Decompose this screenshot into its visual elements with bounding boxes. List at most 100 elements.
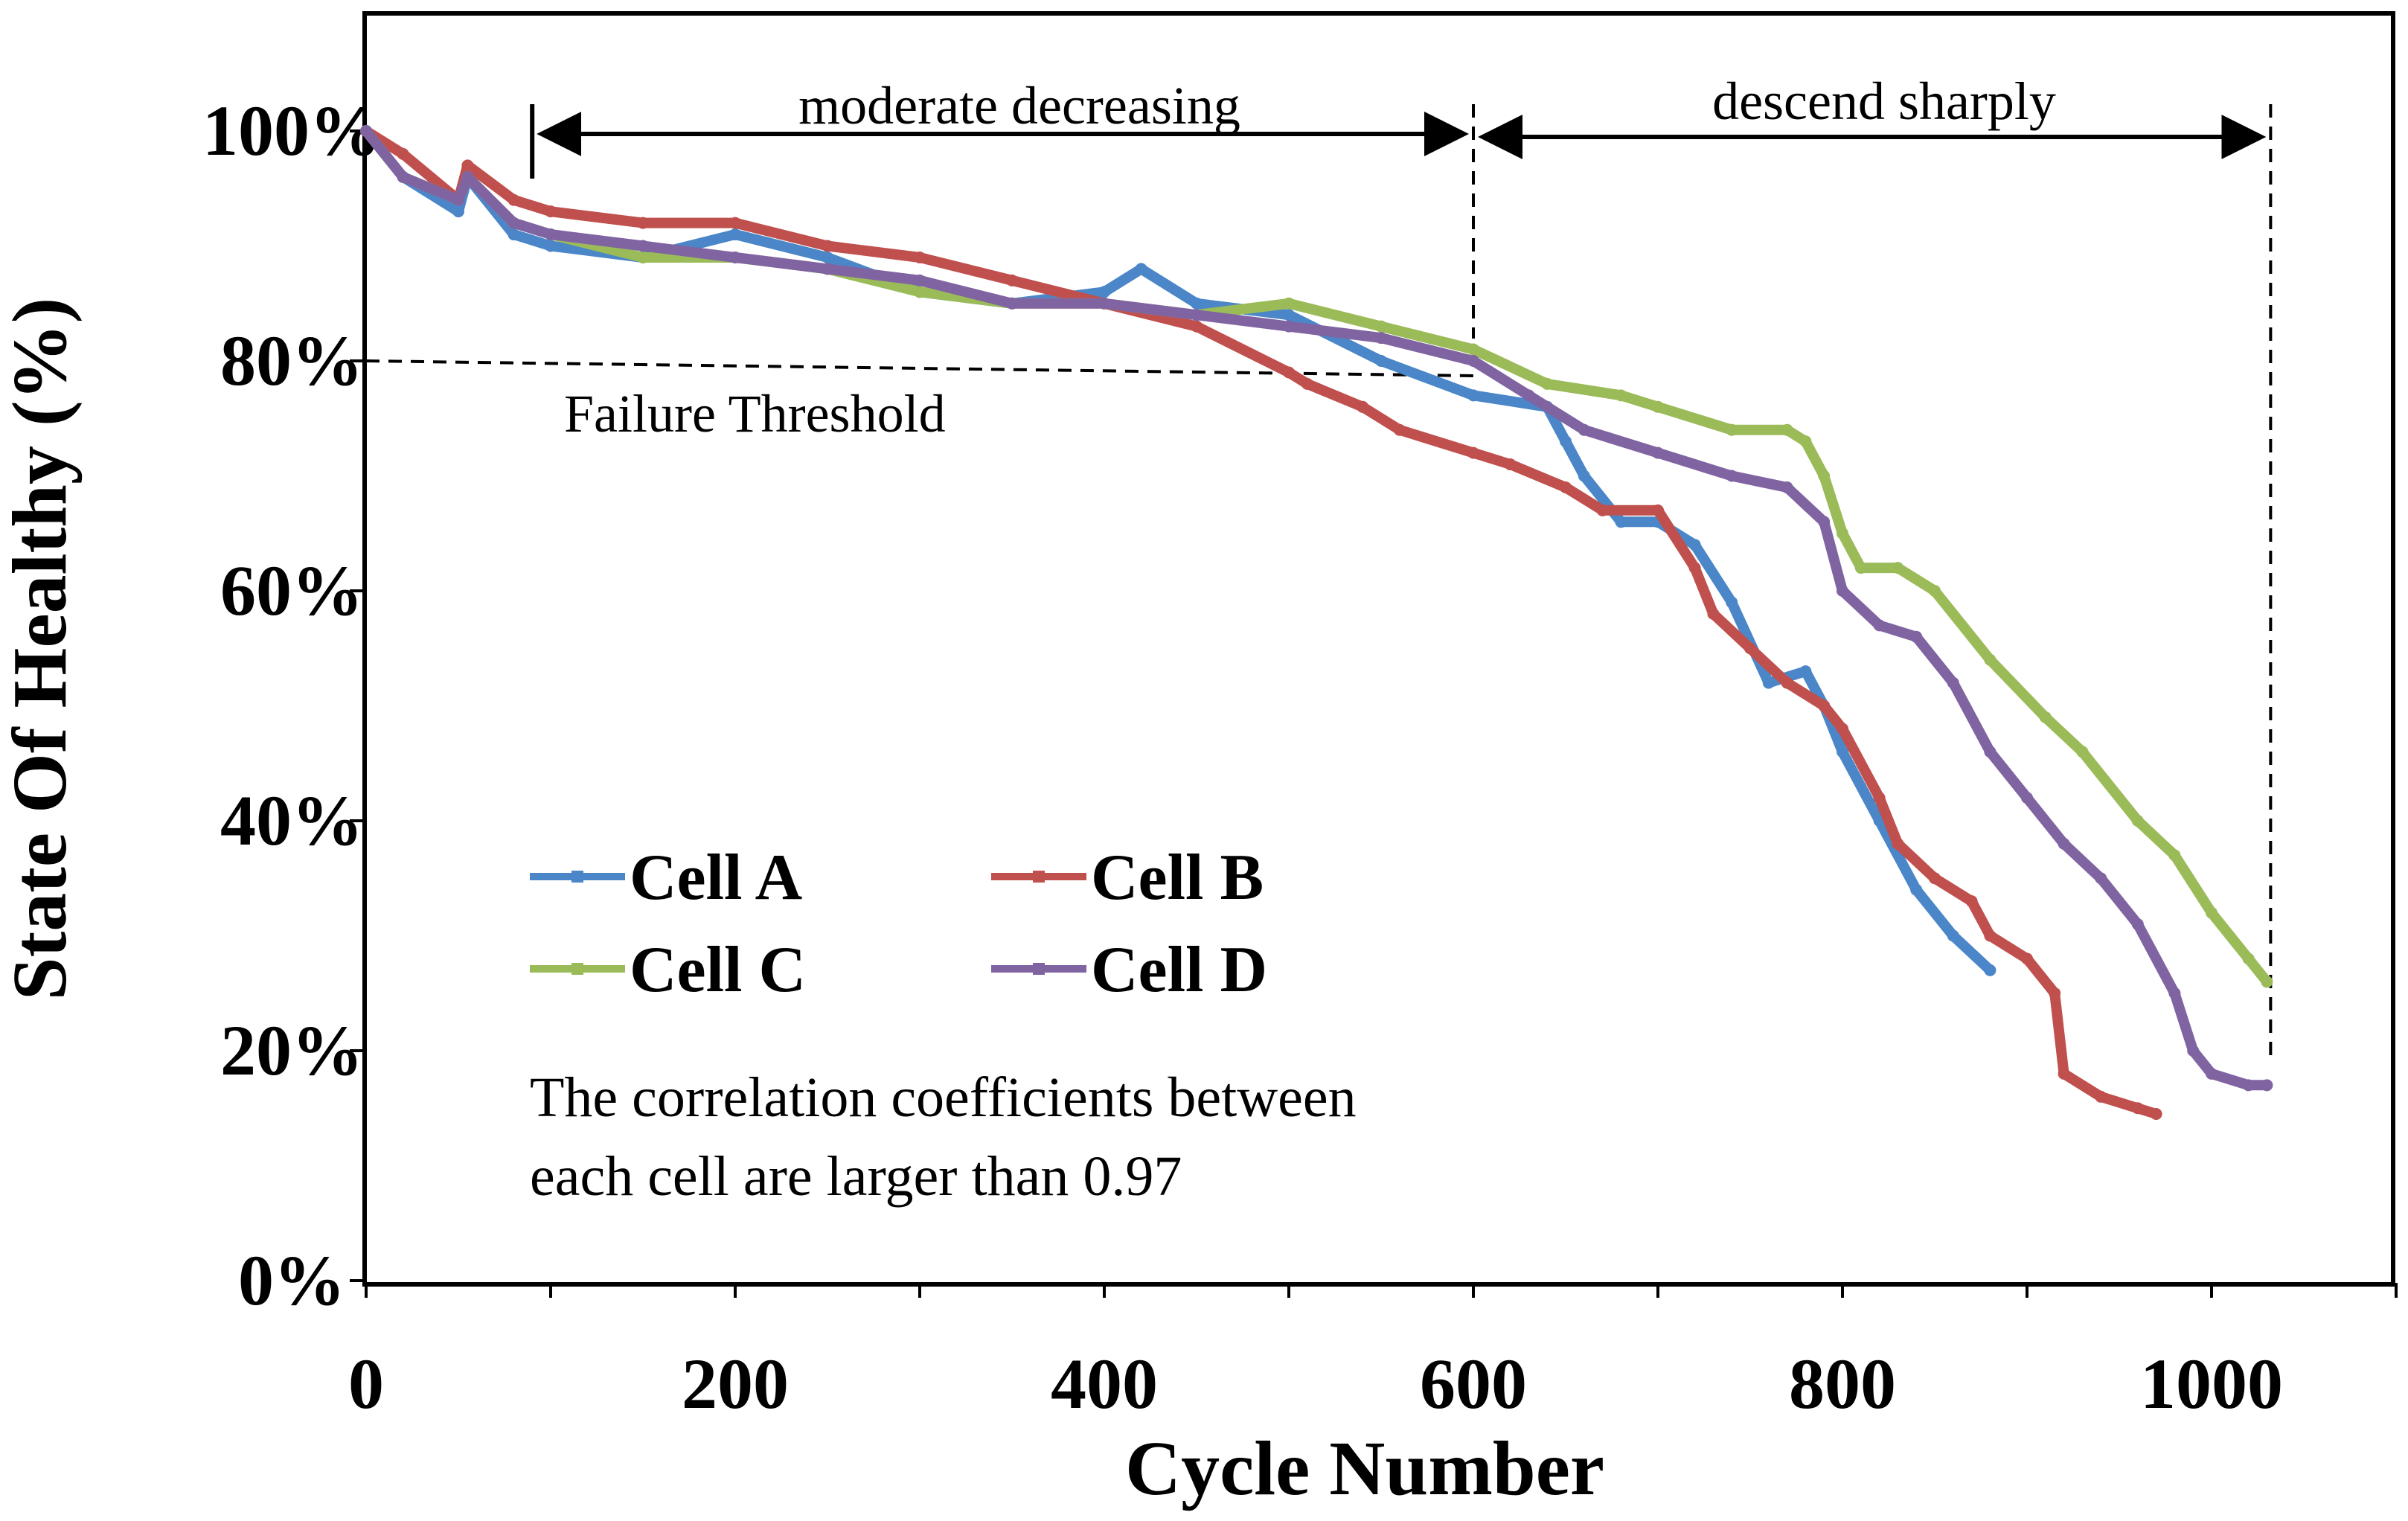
data-point-cell-b (2049, 987, 2061, 999)
data-point-cell-a (1947, 929, 1959, 942)
data-point-cell-d (2242, 1079, 2255, 1092)
data-point-cell-c (2206, 906, 2218, 919)
legend-marker-cell-d (1033, 963, 1045, 975)
data-point-cell-b (1301, 377, 1313, 390)
data-point-cell-b (1965, 895, 1978, 908)
data-point-cell-c (1781, 423, 1793, 436)
y-tick-label: 60% (220, 551, 363, 630)
data-point-cell-a (1560, 435, 1572, 448)
data-point-cell-b (637, 217, 649, 229)
data-point-cell-d (1910, 630, 1923, 643)
data-point-cell-a (1135, 263, 1147, 275)
data-point-cell-d (1098, 297, 1110, 310)
correlation-note-line-1: The correlation coefficients between (530, 1066, 1357, 1129)
data-point-cell-d (2168, 987, 2181, 999)
data-point-cell-c (1837, 527, 1848, 539)
data-point-cell-c (1726, 423, 1738, 436)
data-point-cell-b (2021, 952, 2033, 965)
data-point-cell-d (1837, 585, 1848, 597)
data-point-cell-b (1652, 504, 1664, 516)
data-point-cell-a (1688, 539, 1701, 551)
x-tick-label: 200 (682, 1344, 789, 1424)
legend: Cell A Cell B Cell C Cell D (530, 842, 1267, 1006)
data-point-cell-d (397, 170, 409, 183)
data-point-cell-b (729, 217, 741, 229)
data-point-cell-c (2131, 815, 2144, 827)
data-point-cell-a (1283, 309, 1295, 321)
data-point-cell-a (1467, 389, 1479, 402)
y-axis: 0% 20% 40% 60% 80% 100% (202, 91, 381, 1320)
data-point-cell-d (1818, 516, 1831, 528)
data-point-cell-b (507, 193, 520, 206)
data-point-cell-c (2242, 952, 2255, 965)
data-point-cell-c (1854, 562, 1867, 574)
data-point-cell-d (1191, 309, 1203, 321)
data-point-cell-c (1615, 389, 1627, 402)
data-point-cell-a (1799, 665, 1812, 678)
legend-marker-cell-b (1033, 871, 1045, 883)
legend-marker-cell-c (571, 963, 583, 975)
data-point-cell-c (637, 251, 649, 263)
y-tick-label: 40% (220, 781, 363, 860)
data-point-cell-b (1357, 400, 1369, 413)
data-point-cell-b (397, 147, 409, 160)
data-point-cell-c (1929, 585, 1941, 597)
data-point-cell-b (1283, 366, 1295, 379)
data-point-cell-c (1375, 320, 1387, 333)
data-point-cell-c (1541, 377, 1554, 390)
data-point-cell-b (2095, 1090, 2107, 1103)
y-tick-label: 0% (238, 1240, 345, 1320)
data-point-cell-a (1762, 676, 1775, 689)
data-point-cell-d (2261, 1079, 2273, 1092)
data-point-cell-c (1818, 470, 1831, 482)
data-point-cell-d (2187, 1045, 2200, 1057)
data-point-cell-a (729, 228, 741, 241)
data-point-cell-a (822, 251, 833, 263)
data-point-cell-d (1873, 619, 1886, 632)
data-point-cell-c (1799, 435, 1812, 448)
data-point-cell-d (1375, 332, 1387, 345)
data-point-cell-d (729, 251, 741, 263)
y-tick-label: 80% (220, 321, 363, 400)
data-point-cell-d (1984, 746, 1996, 758)
data-point-cell-b (2058, 1067, 2070, 1080)
data-point-cell-b (2131, 1102, 2144, 1115)
failure-threshold-label: Failure Threshold (564, 384, 946, 444)
data-point-cell-c (914, 286, 926, 298)
data-point-cell-a (452, 205, 464, 218)
data-point-cell-c (1283, 297, 1295, 310)
data-point-cell-d (914, 274, 926, 286)
x-tick-label: 1000 (2140, 1344, 2283, 1424)
data-point-cell-b (1781, 676, 1793, 689)
legend-marker-cell-a (571, 871, 583, 883)
data-point-cell-a (507, 228, 520, 241)
legend-label-cell-c: Cell C (630, 934, 806, 1006)
data-point-cell-b (1688, 562, 1701, 574)
data-point-cell-c (2261, 976, 2273, 988)
data-point-cell-c (1984, 653, 1996, 666)
data-point-cell-d (1522, 389, 1535, 402)
y-axis-title: State Of Healthy (%) (0, 298, 83, 1000)
data-point-cell-d (2206, 1067, 2218, 1080)
region-label: moderate decreasing (798, 76, 1240, 135)
data-point-cell-d (360, 125, 372, 137)
data-point-cell-d (1652, 446, 1664, 459)
data-point-cell-d (2131, 918, 2144, 931)
data-point-cell-b (545, 205, 557, 218)
data-point-cell-d (1578, 423, 1590, 436)
legend-label-cell-b: Cell B (1091, 842, 1264, 914)
data-point-cell-b (1393, 423, 1406, 436)
data-point-cell-d (1283, 320, 1295, 333)
data-point-cell-d (637, 240, 649, 252)
data-point-cell-b (1929, 872, 1941, 885)
data-point-cell-b (1596, 504, 1609, 516)
data-point-cell-b (1873, 792, 1886, 804)
data-point-cell-c (2076, 746, 2089, 758)
data-point-cell-a (1910, 883, 1923, 896)
data-point-cell-a (1837, 746, 1848, 758)
x-tick-label: 0 (348, 1344, 384, 1424)
series-lines (360, 125, 2273, 1120)
data-point-cell-c (2039, 711, 2052, 723)
y-tick-label: 20% (220, 1011, 363, 1090)
region-annotations: moderate decreasing descend sharply (530, 71, 2273, 1064)
